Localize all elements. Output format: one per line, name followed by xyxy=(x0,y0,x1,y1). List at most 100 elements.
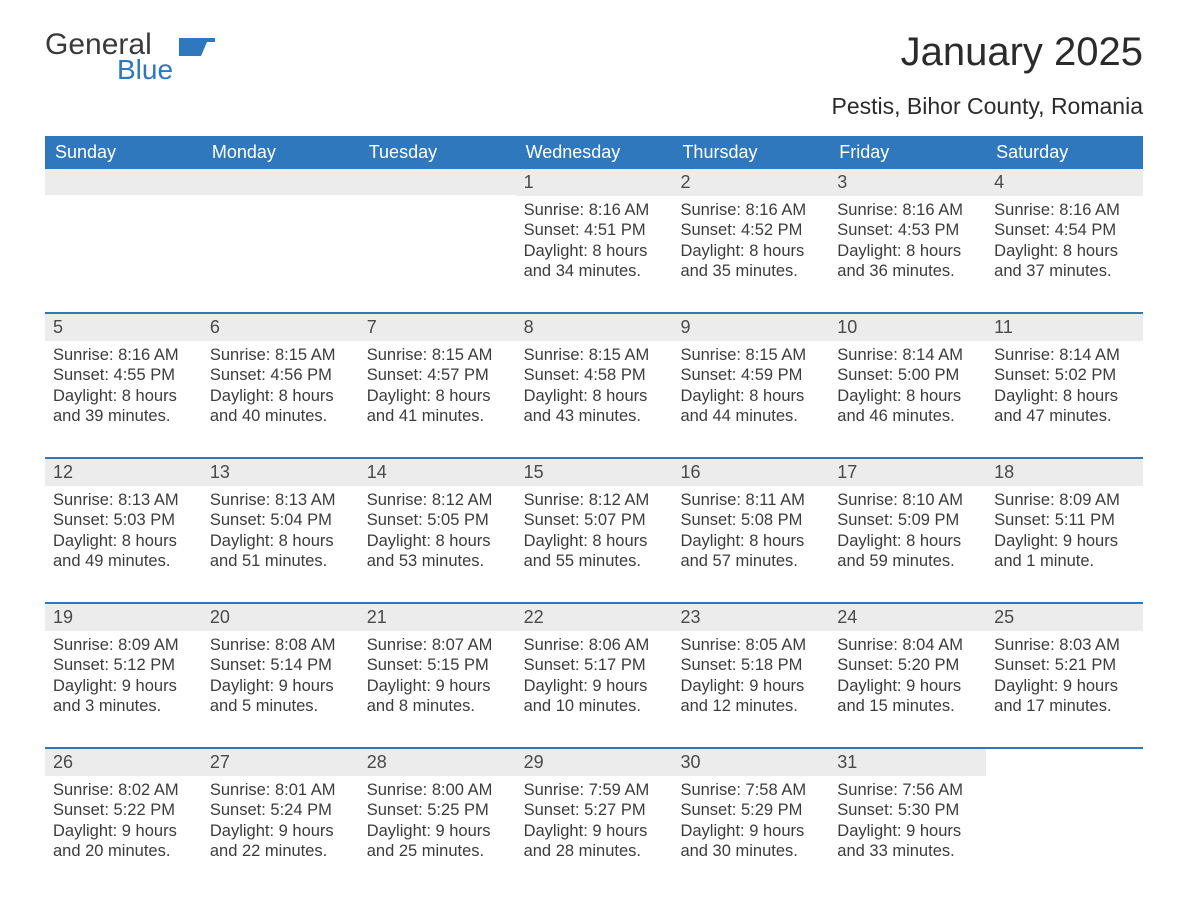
page-title: January 2025 xyxy=(832,30,1144,75)
day-cell: 29Sunrise: 7:59 AMSunset: 5:27 PMDayligh… xyxy=(516,749,673,870)
sunrise-text: Sunrise: 8:02 AM xyxy=(53,780,194,801)
dl1-text: Daylight: 8 hours xyxy=(994,386,1135,407)
sunrise-text: Sunrise: 8:03 AM xyxy=(994,635,1135,656)
day-number: 10 xyxy=(829,314,986,341)
calendar: SundayMondayTuesdayWednesdayThursdayFrid… xyxy=(45,136,1143,870)
sunset-text: Sunset: 4:54 PM xyxy=(994,220,1135,241)
day-number xyxy=(45,169,202,195)
sunrise-text: Sunrise: 8:09 AM xyxy=(53,635,194,656)
location: Pestis, Bihor County, Romania xyxy=(832,93,1144,120)
dl2-text: and 20 minutes. xyxy=(53,841,194,862)
day-cell: 15Sunrise: 8:12 AMSunset: 5:07 PMDayligh… xyxy=(516,459,673,580)
day-number: 18 xyxy=(986,459,1143,486)
sunset-text: Sunset: 5:11 PM xyxy=(994,510,1135,531)
day-cell: 30Sunrise: 7:58 AMSunset: 5:29 PMDayligh… xyxy=(672,749,829,870)
sunset-text: Sunset: 5:02 PM xyxy=(994,365,1135,386)
day-cell: 14Sunrise: 8:12 AMSunset: 5:05 PMDayligh… xyxy=(359,459,516,580)
dl1-text: Daylight: 9 hours xyxy=(524,821,665,842)
day-number: 2 xyxy=(672,169,829,196)
sunrise-text: Sunrise: 8:15 AM xyxy=(524,345,665,366)
sunset-text: Sunset: 4:55 PM xyxy=(53,365,194,386)
dl2-text: and 8 minutes. xyxy=(367,696,508,717)
day-cell: 25Sunrise: 8:03 AMSunset: 5:21 PMDayligh… xyxy=(986,604,1143,725)
dl1-text: Daylight: 8 hours xyxy=(367,531,508,552)
day-cell: 7Sunrise: 8:15 AMSunset: 4:57 PMDaylight… xyxy=(359,314,516,435)
dl1-text: Daylight: 9 hours xyxy=(524,676,665,697)
sunset-text: Sunset: 5:27 PM xyxy=(524,800,665,821)
dl1-text: Daylight: 8 hours xyxy=(994,241,1135,262)
day-cell: 5Sunrise: 8:16 AMSunset: 4:55 PMDaylight… xyxy=(45,314,202,435)
sunset-text: Sunset: 5:14 PM xyxy=(210,655,351,676)
sunrise-text: Sunrise: 8:04 AM xyxy=(837,635,978,656)
dl2-text: and 35 minutes. xyxy=(680,261,821,282)
sunrise-text: Sunrise: 8:05 AM xyxy=(680,635,821,656)
dl1-text: Daylight: 9 hours xyxy=(53,676,194,697)
sunrise-text: Sunrise: 8:14 AM xyxy=(837,345,978,366)
sunrise-text: Sunrise: 8:12 AM xyxy=(367,490,508,511)
sunset-text: Sunset: 5:07 PM xyxy=(524,510,665,531)
day-number: 4 xyxy=(986,169,1143,196)
day-of-week-header: SundayMondayTuesdayWednesdayThursdayFrid… xyxy=(45,136,1143,169)
dl2-text: and 53 minutes. xyxy=(367,551,508,572)
sunset-text: Sunset: 5:08 PM xyxy=(680,510,821,531)
sunrise-text: Sunrise: 8:10 AM xyxy=(837,490,978,511)
dl1-text: Daylight: 8 hours xyxy=(837,241,978,262)
sunset-text: Sunset: 4:56 PM xyxy=(210,365,351,386)
day-cell xyxy=(202,169,359,290)
dl1-text: Daylight: 9 hours xyxy=(367,821,508,842)
calendar-week: 19Sunrise: 8:09 AMSunset: 5:12 PMDayligh… xyxy=(45,602,1143,725)
sunset-text: Sunset: 4:59 PM xyxy=(680,365,821,386)
dow-cell: Friday xyxy=(829,136,986,169)
day-cell xyxy=(359,169,516,290)
day-number xyxy=(359,169,516,195)
sunrise-text: Sunrise: 8:01 AM xyxy=(210,780,351,801)
day-cell: 16Sunrise: 8:11 AMSunset: 5:08 PMDayligh… xyxy=(672,459,829,580)
day-cell: 10Sunrise: 8:14 AMSunset: 5:00 PMDayligh… xyxy=(829,314,986,435)
dl1-text: Daylight: 8 hours xyxy=(367,386,508,407)
sunset-text: Sunset: 5:12 PM xyxy=(53,655,194,676)
sunset-text: Sunset: 5:20 PM xyxy=(837,655,978,676)
dl2-text: and 15 minutes. xyxy=(837,696,978,717)
day-cell: 2Sunrise: 8:16 AMSunset: 4:52 PMDaylight… xyxy=(672,169,829,290)
dow-cell: Saturday xyxy=(986,136,1143,169)
day-cell: 27Sunrise: 8:01 AMSunset: 5:24 PMDayligh… xyxy=(202,749,359,870)
dow-cell: Tuesday xyxy=(359,136,516,169)
dl1-text: Daylight: 9 hours xyxy=(680,821,821,842)
sunrise-text: Sunrise: 7:58 AM xyxy=(680,780,821,801)
dow-cell: Thursday xyxy=(672,136,829,169)
day-cell: 4 Sunrise: 8:16 AMSunset: 4:54 PMDaylight… xyxy=(986,169,1143,290)
sunrise-text: Sunrise: 8:16 AM xyxy=(680,200,821,221)
sunset-text: Sunset: 4:58 PM xyxy=(524,365,665,386)
dl2-text: and 43 minutes. xyxy=(524,406,665,427)
day-number: 8 xyxy=(516,314,673,341)
day-number: 15 xyxy=(516,459,673,486)
sunrise-text: Sunrise: 8:16 AM xyxy=(53,345,194,366)
sunset-text: Sunset: 5:05 PM xyxy=(367,510,508,531)
dl2-text: and 47 minutes. xyxy=(994,406,1135,427)
dl1-text: Daylight: 8 hours xyxy=(524,531,665,552)
dl1-text: Daylight: 8 hours xyxy=(680,386,821,407)
dl1-text: Daylight: 9 hours xyxy=(680,676,821,697)
sunrise-text: Sunrise: 8:13 AM xyxy=(53,490,194,511)
dl1-text: Daylight: 8 hours xyxy=(53,386,194,407)
day-cell: 8Sunrise: 8:15 AMSunset: 4:58 PMDaylight… xyxy=(516,314,673,435)
day-cell: 23Sunrise: 8:05 AMSunset: 5:18 PMDayligh… xyxy=(672,604,829,725)
day-cell xyxy=(45,169,202,290)
sunrise-text: Sunrise: 8:07 AM xyxy=(367,635,508,656)
day-number: 19 xyxy=(45,604,202,631)
sunrise-text: Sunrise: 8:00 AM xyxy=(367,780,508,801)
dl2-text: and 10 minutes. xyxy=(524,696,665,717)
dl2-text: and 1 minute. xyxy=(994,551,1135,572)
day-number: 30 xyxy=(672,749,829,776)
sunset-text: Sunset: 5:17 PM xyxy=(524,655,665,676)
dl2-text: and 37 minutes. xyxy=(994,261,1135,282)
sunrise-text: Sunrise: 8:13 AM xyxy=(210,490,351,511)
dow-cell: Wednesday xyxy=(516,136,673,169)
dow-cell: Monday xyxy=(202,136,359,169)
logo: General Blue xyxy=(45,30,215,86)
dl1-text: Daylight: 8 hours xyxy=(680,241,821,262)
dl1-text: Daylight: 9 hours xyxy=(994,676,1135,697)
sunrise-text: Sunrise: 8:16 AM xyxy=(994,200,1135,221)
dl1-text: Daylight: 9 hours xyxy=(210,821,351,842)
title-block: January 2025 Pestis, Bihor County, Roman… xyxy=(832,30,1144,120)
